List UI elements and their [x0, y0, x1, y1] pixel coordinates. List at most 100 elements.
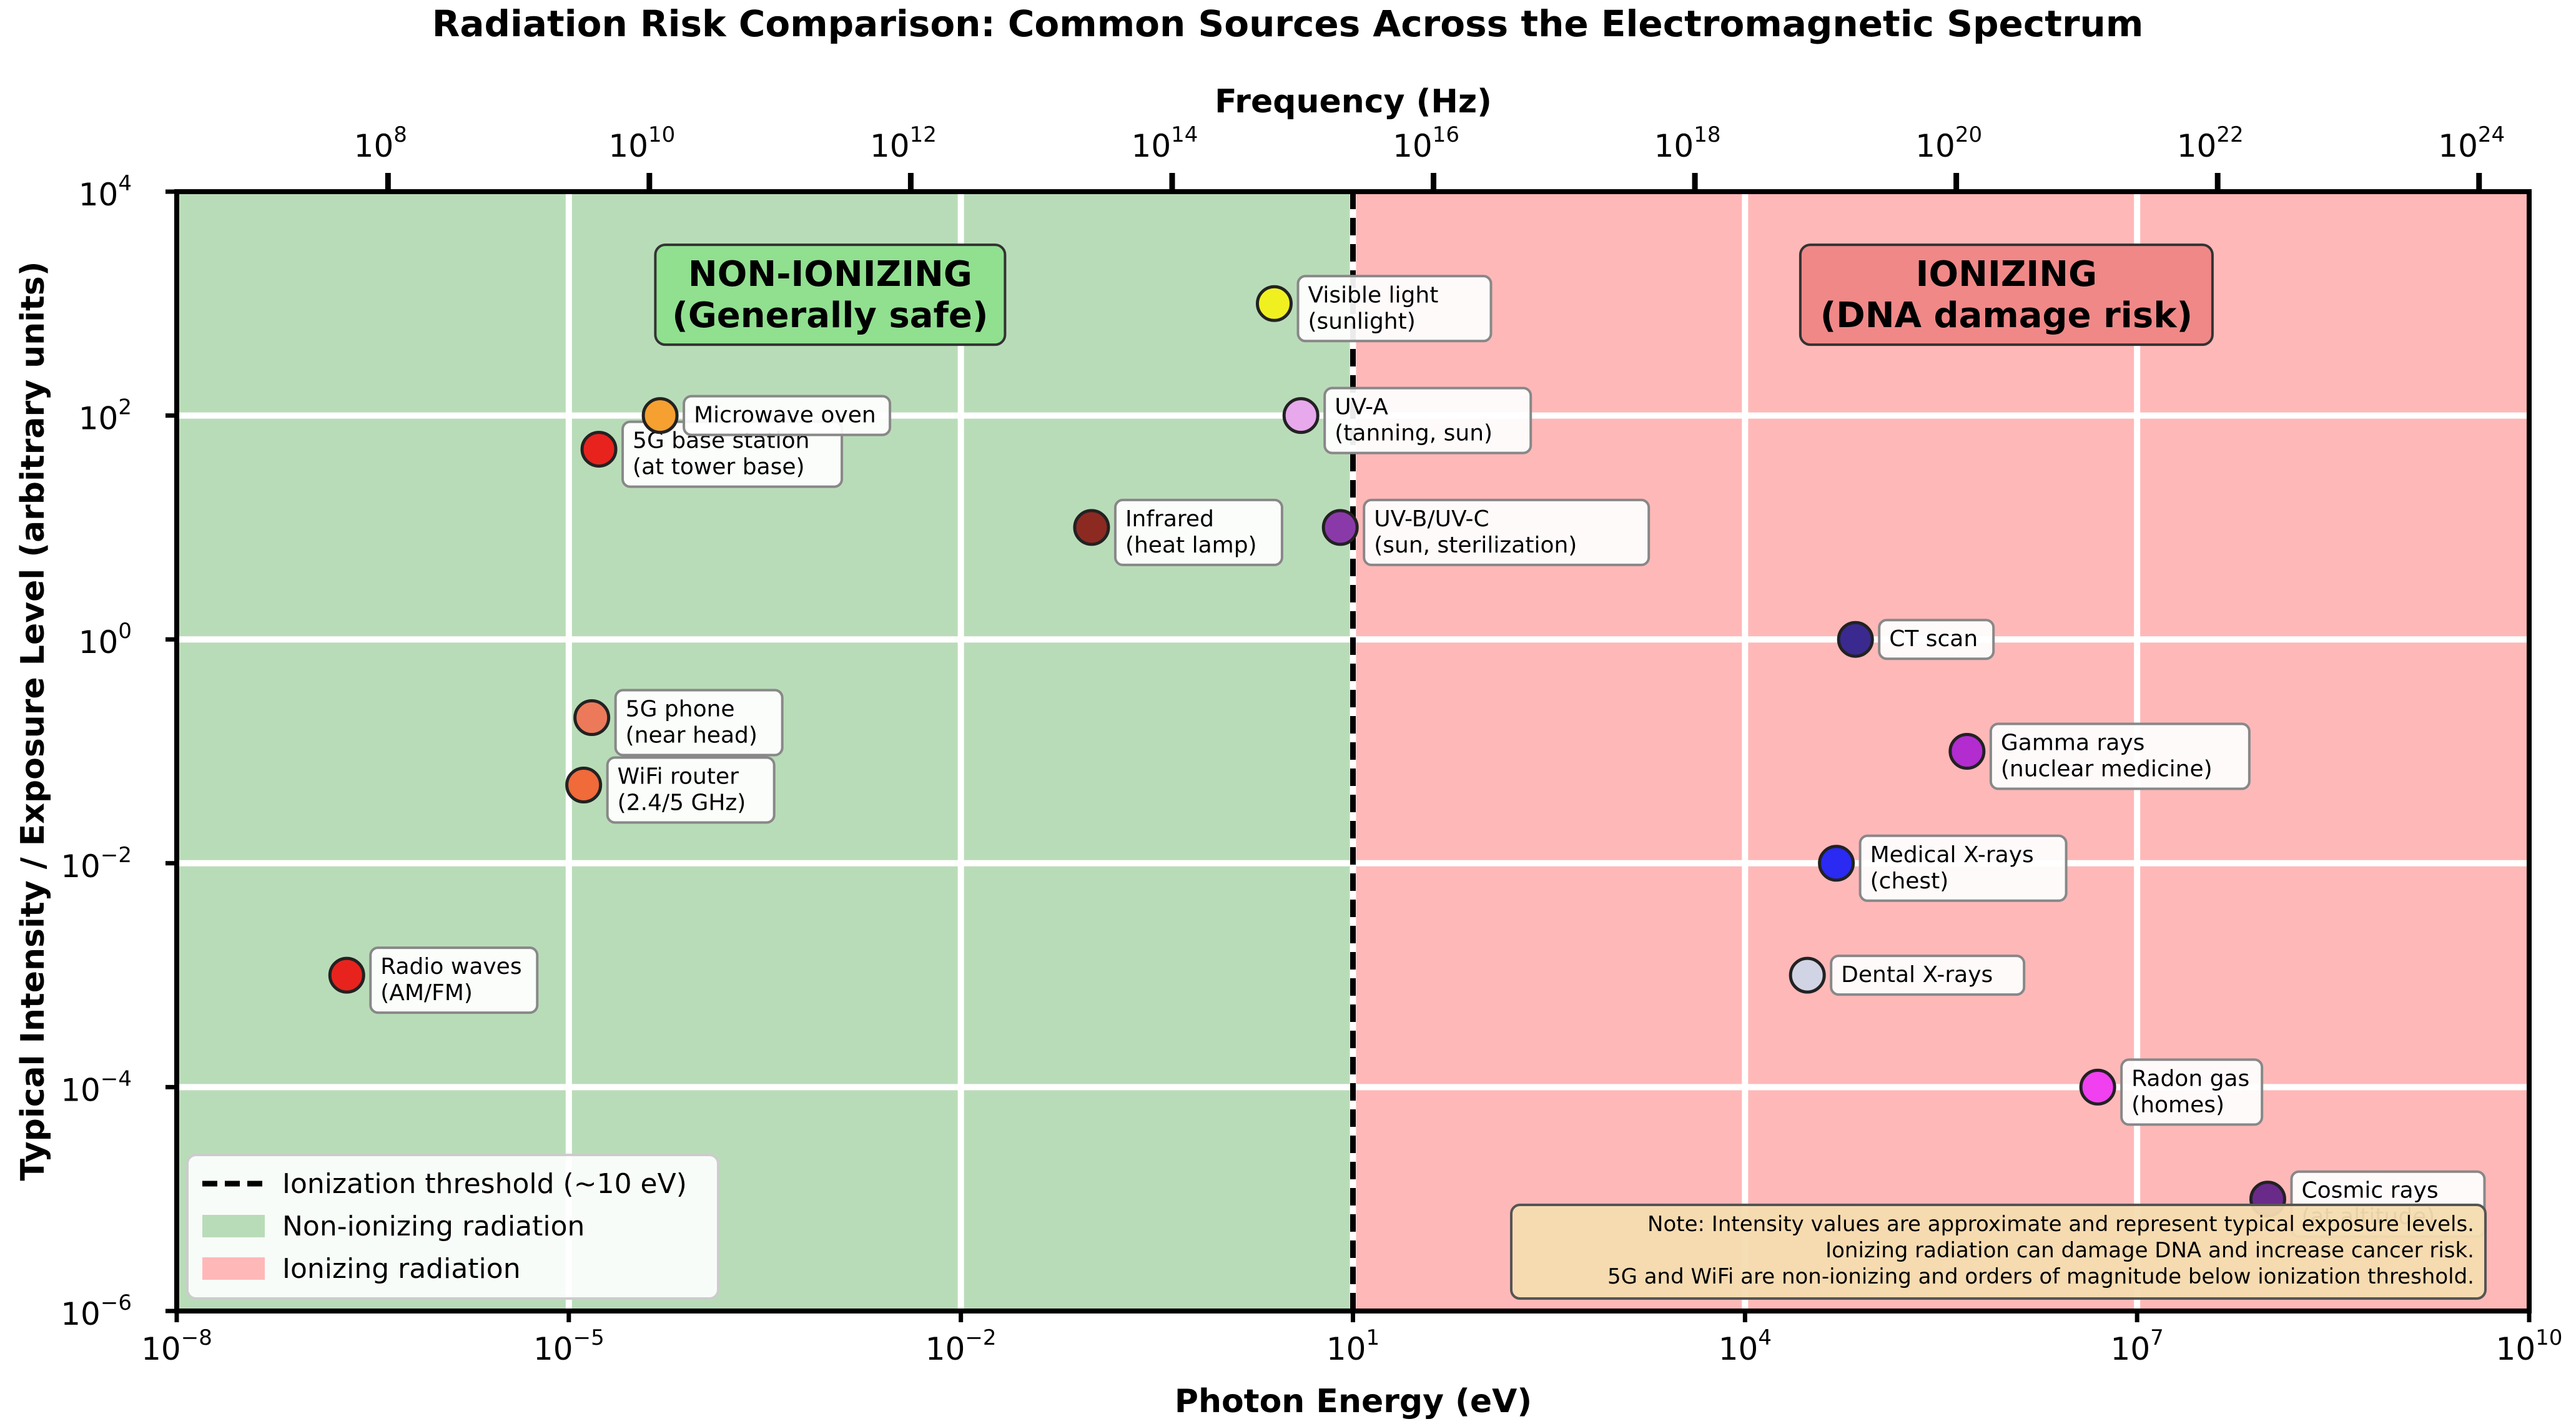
- data-point-label: (homes): [2131, 1092, 2224, 1117]
- data-point-label: (heat lamp): [1125, 533, 1257, 558]
- region-label-text: IONIZING: [1916, 254, 2097, 295]
- data-point-label-box: [2120, 1058, 2264, 1126]
- data-point-label-box: [1113, 498, 1283, 566]
- top-tick-label: 1022: [2177, 122, 2244, 164]
- note: Note: Intensity values are approximate a…: [1510, 1204, 2487, 1300]
- chart-title: Radiation Risk Comparison: Common Source…: [432, 2, 2144, 45]
- data-point: Microwave oven: [641, 395, 892, 436]
- region-label-ionizing: IONIZING(DNA damage risk): [1799, 243, 2214, 346]
- y-tick-label: 10−4: [61, 1066, 132, 1108]
- x-tick-label: 10−8: [141, 1325, 212, 1367]
- top-tick-label: 108: [354, 122, 407, 164]
- data-point-label: (tanning, sun): [1335, 421, 1493, 446]
- data-point-label: (near head): [626, 723, 758, 749]
- data-point-label-box: [683, 395, 892, 436]
- data-point-label: CT scan: [1889, 626, 1978, 652]
- data-point: UV-A(tanning, sun): [1282, 386, 1532, 454]
- data-point-marker: [1282, 397, 1320, 435]
- data-point: Dental X-rays: [1789, 955, 2026, 996]
- data-point-label: WiFi router: [618, 764, 739, 789]
- data-point: Gamma rays(nuclear medicine): [1948, 722, 2251, 790]
- data-point-label: (chest): [1870, 868, 1949, 894]
- legend-box: [186, 1154, 719, 1300]
- y-tick-label: 102: [79, 395, 132, 437]
- data-point: Radio waves(AM/FM): [328, 946, 539, 1014]
- data-point-label-box: [369, 946, 539, 1014]
- data-point: Visible light(sunlight): [1256, 275, 1493, 343]
- data-point-label: 5G phone: [626, 697, 735, 722]
- data-point-label: Radio waves: [380, 954, 521, 980]
- data-point-marker: [641, 397, 679, 435]
- top-tick-label: 1018: [1654, 122, 1721, 164]
- data-point-label: (AM/FM): [380, 980, 473, 1006]
- data-point-label: UV-A: [1335, 395, 1388, 420]
- data-point-label: Infrared: [1125, 506, 1214, 532]
- data-point: CT scan: [1837, 619, 1995, 660]
- data-point-marker: [1948, 733, 1986, 770]
- x-tick-label: 1010: [2496, 1325, 2563, 1367]
- top-tick-label: 1016: [1393, 122, 1459, 164]
- data-point-label-box: [1858, 834, 2068, 902]
- data-point-marker: [2079, 1068, 2116, 1106]
- region-label-non-ionizing: NON-IONIZING(Generally safe): [654, 243, 1007, 346]
- data-point-marker: [573, 699, 611, 737]
- data-point-marker: [580, 431, 618, 468]
- legend-swatch: [202, 1257, 265, 1280]
- x-tick-label: 104: [1719, 1325, 1772, 1367]
- x-axis-label: Photon Energy (eV): [1175, 1383, 1532, 1420]
- top-tick-label: 1010: [608, 122, 675, 164]
- top-tick-label: 1012: [870, 122, 937, 164]
- data-point-label: Microwave oven: [694, 403, 876, 428]
- data-point: Radon gas(homes): [2079, 1058, 2264, 1126]
- legend: Ionization threshold (~10 eV) Non-ionizin…: [186, 1154, 719, 1300]
- top-tick-label: 1024: [2438, 122, 2505, 164]
- data-point-label: Dental X-rays: [1841, 962, 1993, 988]
- x-tick-label: 10−2: [925, 1325, 997, 1367]
- data-point: Infrared(heat lamp): [1073, 498, 1283, 566]
- data-point-label-box: [1323, 386, 1532, 454]
- data-point-marker: [1818, 845, 1855, 882]
- data-point-label-box: [1878, 619, 1995, 660]
- data-point: WiFi router(2.4/5 GHz): [565, 756, 776, 824]
- data-point-label-box: [606, 756, 776, 824]
- data-point-marker: [1256, 285, 1293, 322]
- legend-label: Ionization threshold (~10 eV): [282, 1168, 687, 1200]
- data-point-marker: [328, 956, 365, 994]
- y-tick-label: 100: [79, 619, 132, 660]
- data-point-label: Gamma rays: [2001, 730, 2145, 756]
- data-point-label: (2.4/5 GHz): [618, 790, 746, 815]
- note-line: 5G and WiFi are non-ionizing and orders …: [1607, 1264, 2474, 1289]
- region-label-box: [654, 243, 1007, 346]
- data-point-marker: [565, 766, 603, 803]
- region-label-text: (DNA damage risk): [1820, 295, 2193, 336]
- data-point-label: Medical X-rays: [1870, 842, 2034, 868]
- top-axis-label: Frequency (Hz): [1215, 83, 1492, 120]
- data-point-label: (nuclear medicine): [2001, 757, 2213, 782]
- data-point-label: Visible light: [1308, 282, 1439, 308]
- region-label-text: (Generally safe): [672, 295, 988, 336]
- data-point: UV-B/UV-C(sun, sterilization): [1321, 498, 1651, 566]
- data-point-label: (sun, sterilization): [1374, 533, 1577, 558]
- y-tick-label: 104: [79, 171, 132, 213]
- data-point-label-box: [1296, 275, 1493, 343]
- data-point-label: Radon gas: [2131, 1066, 2249, 1091]
- x-tick-label: 107: [2111, 1325, 2164, 1367]
- plot-area: NON-IONIZING(Generally safe) IONIZING(DNA…: [174, 189, 2532, 1314]
- region-label-text: NON-IONIZING: [688, 254, 972, 295]
- top-tick-label: 1014: [1132, 122, 1198, 164]
- top-tick-label: 1020: [1915, 122, 1982, 164]
- data-point-label: UV-B/UV-C: [1374, 506, 1489, 532]
- legend-label: Ionizing radiation: [282, 1253, 521, 1285]
- data-point-label: Cosmic rays: [2301, 1178, 2438, 1204]
- note-box: [1510, 1204, 2487, 1300]
- note-line: Ionizing radiation can damage DNA and in…: [1825, 1238, 2474, 1263]
- x-tick-label: 101: [1326, 1325, 1379, 1367]
- data-point-label-box: [1989, 722, 2251, 790]
- data-point-label: (sunlight): [1308, 308, 1416, 334]
- x-tick-label: 10−5: [533, 1325, 605, 1367]
- data-point-label-box: [614, 689, 784, 757]
- legend-label: Non-ionizing radiation: [282, 1210, 585, 1242]
- data-point-marker: [1073, 509, 1110, 546]
- data-point: Medical X-rays(chest): [1818, 834, 2068, 902]
